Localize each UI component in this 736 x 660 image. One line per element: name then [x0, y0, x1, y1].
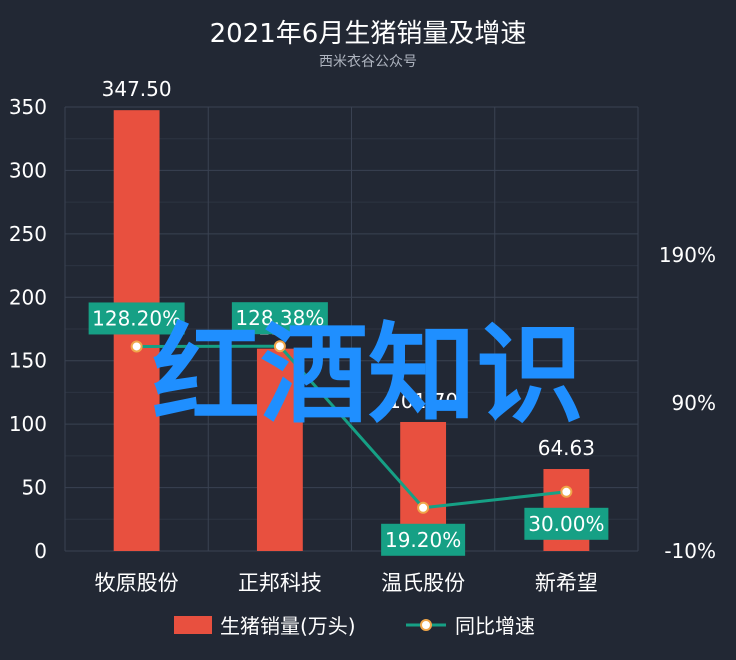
growth-point	[417, 501, 430, 514]
x-category-label: 新希望	[535, 571, 598, 595]
growth-label-box	[524, 507, 609, 540]
legend-bar-label: 生猪销量(万头)	[220, 614, 356, 638]
y-left-tick-label: 150	[9, 349, 47, 373]
y-right-tick-label: -10%	[664, 539, 716, 563]
y-left-tick-label: 350	[9, 95, 47, 119]
chart-subtitle: 西米衣谷公众号	[319, 54, 417, 70]
watermark: 红酒知识	[152, 313, 584, 438]
growth-label-box	[381, 523, 466, 556]
x-category-label: 牧原股份	[95, 571, 179, 595]
axes: 0 50 100 150 200 250 300 350 -10% 90% 190% 牧原股份 正邦科技…	[9, 95, 716, 595]
data-labels: 347.5015...101.7064.63128.20%128.38%19.2…	[88, 77, 609, 556]
y-left-tick-label: 300	[9, 158, 47, 182]
legend-line-label: 同比增速	[455, 614, 535, 638]
x-category-label: 正邦科技	[238, 571, 322, 595]
growth-point	[130, 340, 143, 353]
growth-value-label: 128.38%	[235, 306, 324, 330]
growth-label-box	[88, 302, 185, 335]
growth-value-label: 30.00%	[528, 512, 604, 536]
bar-value-label: 101.70	[388, 389, 458, 413]
growth-point	[560, 485, 573, 498]
growth-label-box	[231, 302, 328, 335]
y-left-tick-label: 200	[9, 285, 47, 309]
y-right-tick-label: 190%	[659, 243, 716, 267]
y-left-tick-label: 0	[34, 539, 47, 563]
legend-line-marker	[420, 619, 432, 631]
legend: 生猪销量(万头) 同比增速	[174, 614, 535, 638]
growth-value-label: 128.20%	[92, 306, 181, 330]
y-left-tick-label: 50	[22, 476, 47, 500]
y-left-tick-label: 250	[9, 222, 47, 246]
y-right-tick-label: 90%	[672, 391, 716, 415]
bar-value-label: 347.50	[102, 77, 172, 101]
growth-line	[136, 344, 567, 510]
growth-value-label: 19.20%	[385, 528, 461, 552]
bar	[256, 348, 303, 551]
growth-point	[273, 340, 286, 353]
y-left-tick-label: 100	[9, 412, 47, 436]
x-category-label: 温氏股份	[381, 571, 465, 595]
legend-bar-swatch	[174, 616, 212, 634]
bar-value-label: 64.63	[538, 436, 595, 460]
line-series	[130, 340, 573, 514]
chart-title: 2021年6月生猪销量及增速	[210, 19, 527, 49]
